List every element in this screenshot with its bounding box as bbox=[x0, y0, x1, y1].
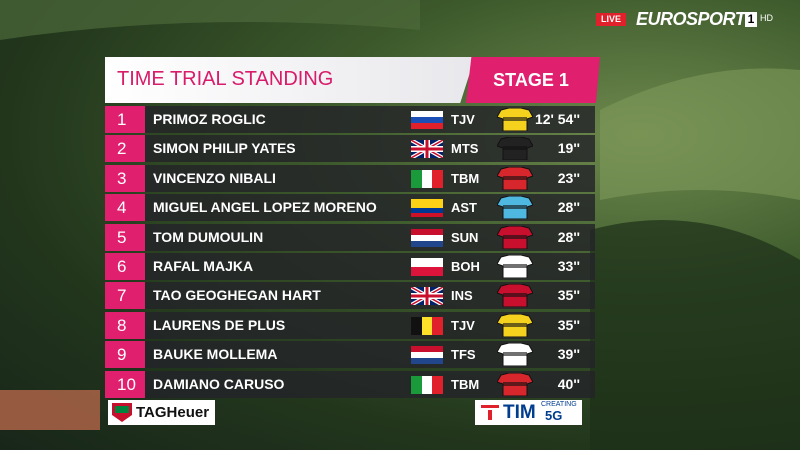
team-code: TBM bbox=[451, 170, 480, 186]
rider-name: TAO GEOGHEGAN HART bbox=[153, 287, 321, 304]
jersey bbox=[497, 255, 533, 278]
jersey bbox=[497, 137, 533, 161]
flag bbox=[411, 140, 443, 159]
jersey bbox=[497, 166, 533, 190]
rank: 7 bbox=[105, 282, 145, 310]
flag bbox=[411, 346, 443, 365]
rank: 1 bbox=[105, 106, 145, 133]
sponsor-left: TAGHeuer bbox=[136, 404, 210, 421]
flag bbox=[411, 316, 443, 335]
stage-box bbox=[466, 57, 600, 103]
standing-row: 6 RAFAL MAJKA BOH 33'' bbox=[105, 253, 595, 280]
standing-row: 10 DAMIANO CARUSO TBM 40'' bbox=[105, 370, 595, 398]
rider-name: MIGUEL ANGEL LOPEZ MORENO bbox=[153, 199, 377, 216]
sponsor-left-box: TAGHeuer bbox=[108, 400, 215, 425]
team-code: MTS bbox=[451, 141, 479, 157]
flag bbox=[411, 258, 443, 276]
standing-row: 4 MIGUEL ANGEL LOPEZ MORENO AST 28'' bbox=[105, 194, 595, 222]
row-body: BAUKE MOLLEMA TFS 39'' bbox=[145, 341, 595, 369]
jersey bbox=[497, 343, 533, 367]
row-body: TOM DUMOULIN SUN 28'' bbox=[145, 223, 595, 251]
row-body: PRIMOZ ROGLIC TJV 12' 54'' bbox=[145, 106, 595, 133]
row-body: DAMIANO CARUSO TBM 40'' bbox=[145, 370, 595, 398]
sponsor-right-box: TIM CREATING 5G bbox=[475, 400, 582, 425]
standing-row: 2 SIMON PHILIP YATES MTS 19'' bbox=[105, 135, 595, 163]
row-body: TAO GEOGHEGAN HART INS 35'' bbox=[145, 282, 595, 310]
row-body: MIGUEL ANGEL LOPEZ MORENO AST 28'' bbox=[145, 194, 595, 222]
time-gap: 19'' bbox=[557, 140, 580, 157]
jersey bbox=[497, 196, 533, 220]
rider-name: RAFAL MAJKA bbox=[153, 258, 254, 274]
rider-name: LAURENS DE PLUS bbox=[153, 316, 286, 333]
rank: 5 bbox=[105, 223, 145, 251]
sponsor-badge: 5G bbox=[545, 408, 563, 423]
row-body: SIMON PHILIP YATES MTS 19'' bbox=[145, 135, 595, 163]
team-code: TJV bbox=[451, 112, 475, 127]
time-gap: 23'' bbox=[557, 169, 580, 186]
time-gap: 39'' bbox=[557, 346, 580, 363]
row-body: VINCENZO NIBALI TBM 23'' bbox=[145, 164, 595, 192]
flag bbox=[411, 169, 443, 188]
header-title: TIME TRIAL STANDING bbox=[117, 68, 334, 90]
standing-row: 9 BAUKE MOLLEMA TFS 39'' bbox=[105, 341, 595, 369]
jersey bbox=[497, 225, 533, 249]
rider-name: SIMON PHILIP YATES bbox=[153, 140, 296, 157]
row-body: RAFAL MAJKA BOH 33'' bbox=[145, 253, 595, 280]
standing-row: 7 TAO GEOGHEGAN HART INS 35'' bbox=[105, 282, 595, 310]
live-badge: LIVE bbox=[596, 13, 626, 26]
flag bbox=[411, 111, 443, 129]
team-code: BOH bbox=[451, 259, 480, 274]
time-gap: 28'' bbox=[557, 228, 580, 245]
team-code: INS bbox=[451, 288, 473, 304]
rank: 6 bbox=[105, 253, 145, 280]
quality: HD bbox=[760, 13, 773, 23]
rank: 10 bbox=[105, 370, 145, 398]
sponsor-mark bbox=[481, 405, 499, 420]
team-code: SUN bbox=[451, 229, 479, 245]
time-gap: 40'' bbox=[557, 375, 580, 392]
standing-row: 8 LAURENS DE PLUS TJV 35'' bbox=[105, 311, 595, 339]
rank: 8 bbox=[105, 311, 145, 339]
team-code: TJV bbox=[451, 317, 475, 333]
standing-row: 5 TOM DUMOULIN SUN 28'' bbox=[105, 223, 595, 251]
time-gap: 35'' bbox=[557, 287, 580, 304]
rank: 2 bbox=[105, 135, 145, 163]
flag bbox=[411, 287, 443, 306]
team-code: TFS bbox=[451, 347, 476, 363]
standing-row: 3 VINCENZO NIBALI TBM 23'' bbox=[105, 164, 595, 192]
rider-name: DAMIANO CARUSO bbox=[153, 375, 285, 392]
header-bar bbox=[105, 57, 475, 103]
row-body: LAURENS DE PLUS TJV 35'' bbox=[145, 311, 595, 339]
sponsor-right: TIM bbox=[503, 402, 536, 423]
sponsor-tagline: CREATING bbox=[541, 401, 577, 408]
rider-name: PRIMOZ ROGLIC bbox=[153, 111, 266, 127]
rank: 9 bbox=[105, 341, 145, 369]
channel-number: 1 bbox=[745, 12, 757, 27]
rider-name: BAUKE MOLLEMA bbox=[153, 346, 278, 363]
time-gap: 33'' bbox=[557, 258, 580, 274]
rank: 3 bbox=[105, 164, 145, 192]
rider-name: VINCENZO NIBALI bbox=[153, 169, 276, 186]
flag bbox=[411, 375, 443, 394]
jersey bbox=[497, 313, 533, 337]
rider-name: TOM DUMOULIN bbox=[153, 228, 264, 245]
rank: 4 bbox=[105, 194, 145, 222]
jersey bbox=[497, 372, 533, 396]
time-gap: 35'' bbox=[557, 316, 580, 333]
sponsor-shield bbox=[112, 403, 132, 422]
team-code: AST bbox=[451, 200, 477, 216]
jersey bbox=[497, 284, 533, 308]
jersey bbox=[497, 108, 533, 131]
time-gap: 28'' bbox=[557, 199, 580, 216]
team-code: TBM bbox=[451, 376, 480, 392]
stage-label: STAGE 1 bbox=[493, 70, 569, 90]
channel-logo: EUROSPORT bbox=[636, 9, 746, 29]
flag bbox=[411, 228, 443, 247]
standing-row: 1 PRIMOZ ROGLIC TJV 12' 54'' bbox=[105, 106, 595, 133]
flag bbox=[411, 199, 443, 218]
time-gap: 12' 54'' bbox=[534, 111, 580, 127]
